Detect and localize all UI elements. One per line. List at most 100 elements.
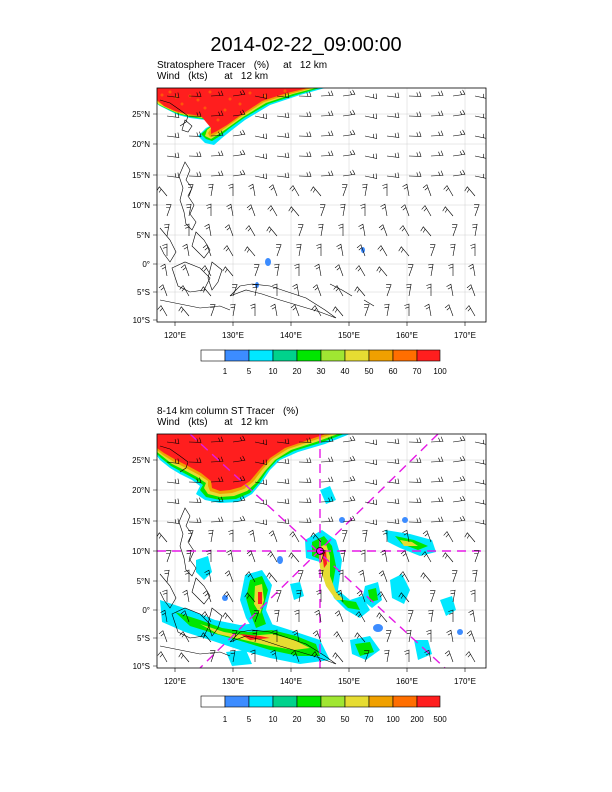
wind-barb bbox=[420, 572, 432, 583]
wind-barb bbox=[378, 224, 388, 237]
wind-barb bbox=[465, 651, 476, 663]
wind-barb bbox=[452, 149, 466, 157]
lat-label: 10°S bbox=[133, 662, 150, 671]
wind-barb bbox=[254, 479, 268, 485]
wind-barb bbox=[443, 531, 454, 543]
panel1-ticks bbox=[153, 113, 466, 326]
wind-barb bbox=[208, 183, 214, 197]
wind-barb bbox=[298, 570, 304, 583]
wind-barb bbox=[276, 438, 290, 444]
wind-barb bbox=[332, 652, 344, 663]
wind-barb bbox=[342, 169, 356, 177]
wind-barb bbox=[202, 244, 212, 257]
wind-barb bbox=[422, 530, 432, 543]
lat-label: 10°N bbox=[132, 547, 150, 556]
wind-barb bbox=[377, 245, 388, 257]
wind-barb bbox=[188, 477, 202, 483]
lon-label: 140°E bbox=[280, 331, 302, 340]
wind-barb bbox=[311, 651, 322, 663]
wind-barb bbox=[294, 263, 300, 276]
wind-barb bbox=[355, 611, 366, 623]
wind-barb bbox=[452, 89, 466, 97]
wind-barb bbox=[266, 572, 278, 583]
wind-barb bbox=[250, 303, 256, 316]
wind-barb bbox=[254, 459, 268, 465]
colorbar-label: 1 bbox=[223, 715, 228, 724]
wind-barb bbox=[244, 592, 256, 603]
wind-barb bbox=[232, 149, 246, 157]
wind-barb bbox=[208, 529, 214, 543]
panel1-colorbar bbox=[200, 349, 441, 362]
wind-barb bbox=[188, 497, 202, 503]
wind-barb bbox=[342, 455, 356, 463]
wind-barb bbox=[452, 129, 466, 137]
storm-center-marker bbox=[316, 547, 324, 555]
wind-barb bbox=[452, 435, 466, 443]
wind-barb bbox=[422, 184, 432, 197]
wind-barb bbox=[226, 549, 234, 563]
wind-barb bbox=[232, 515, 246, 523]
wind-barb bbox=[452, 455, 466, 463]
lon-label: 160°E bbox=[396, 677, 418, 686]
wind-barb bbox=[408, 437, 422, 443]
wind-barb bbox=[408, 610, 414, 623]
wind-barb bbox=[254, 93, 268, 99]
wind-barb bbox=[292, 629, 300, 643]
wind-barb bbox=[204, 223, 212, 237]
wind-barb bbox=[232, 495, 246, 503]
wind-barb bbox=[314, 263, 322, 277]
wind-barb bbox=[408, 497, 422, 503]
wind-barb bbox=[474, 204, 480, 217]
lat-label: 20°N bbox=[132, 140, 150, 149]
wind-barb bbox=[386, 438, 400, 444]
panel1-grid bbox=[157, 88, 486, 322]
panel1-title-line1: Stratosphere Tracer (%) at 12 km bbox=[157, 60, 328, 71]
panel1-colorbar-labels: 1 5 10 20 30 40 50 60 70 100 bbox=[223, 367, 447, 376]
panel2-wind-barbs bbox=[157, 435, 486, 663]
wind-barb bbox=[338, 569, 344, 582]
wind-barb bbox=[270, 649, 278, 663]
wind-barb bbox=[298, 224, 304, 237]
wind-barb bbox=[184, 223, 190, 236]
wind-barb bbox=[316, 589, 322, 602]
panel2-map: 25°N 20°N 15°N 10°N 5°N 0° 5°S 10°S 120°… bbox=[132, 433, 487, 686]
wind-barb bbox=[267, 551, 278, 563]
wind-barb bbox=[232, 169, 246, 177]
colorbar-label: 40 bbox=[341, 367, 350, 376]
wind-barb bbox=[430, 150, 444, 157]
wind-barb bbox=[188, 457, 202, 463]
wind-barb bbox=[364, 439, 378, 445]
wind-barb bbox=[386, 152, 400, 158]
panel1-wind-barbs bbox=[157, 89, 486, 317]
wind-barb bbox=[333, 631, 344, 643]
wind-barb bbox=[464, 186, 476, 197]
lat-label: 15°N bbox=[132, 171, 150, 180]
wind-barb bbox=[384, 303, 390, 317]
wind-barb bbox=[342, 149, 356, 157]
wind-barb bbox=[472, 223, 478, 237]
wind-barb bbox=[320, 204, 326, 217]
wind-barb bbox=[166, 550, 172, 563]
wind-barb bbox=[364, 519, 378, 525]
wind-barb bbox=[444, 650, 454, 663]
wind-barb bbox=[354, 632, 366, 643]
wind-barb bbox=[320, 496, 334, 503]
wind-barb bbox=[298, 171, 312, 177]
wind-barb bbox=[452, 224, 458, 237]
wind-barb bbox=[312, 284, 322, 297]
wind-barb bbox=[430, 110, 444, 117]
wind-barb bbox=[188, 530, 194, 543]
wind-barb bbox=[210, 650, 216, 663]
wind-barb bbox=[254, 153, 268, 159]
lat-label: 20°N bbox=[132, 486, 150, 495]
wind-barb bbox=[186, 203, 192, 217]
wind-barb bbox=[178, 652, 190, 663]
wind-barb bbox=[408, 517, 422, 523]
wind-barb bbox=[188, 131, 202, 137]
wind-barb bbox=[210, 476, 224, 483]
wind-barb bbox=[428, 609, 434, 623]
wind-barb bbox=[320, 550, 326, 563]
wind-barb bbox=[452, 169, 466, 177]
wind-barb bbox=[298, 131, 312, 137]
